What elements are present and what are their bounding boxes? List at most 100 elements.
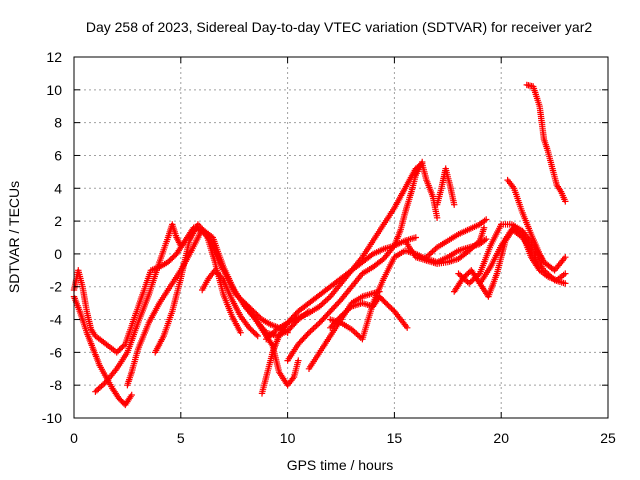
data-point xyxy=(318,301,325,309)
data-point xyxy=(177,242,184,249)
series-trace-15 xyxy=(433,165,458,208)
series-trace-6 xyxy=(199,267,261,340)
y-tick-label: 0 xyxy=(54,246,62,262)
data-point xyxy=(432,245,439,252)
data-point xyxy=(308,326,316,334)
data-point xyxy=(254,332,261,340)
data-point xyxy=(348,326,355,333)
y-tick-label: 6 xyxy=(54,147,62,163)
data-point xyxy=(404,324,411,331)
x-tick-label: 0 xyxy=(70,430,78,446)
data-point xyxy=(540,258,548,266)
data-point xyxy=(95,385,102,393)
data-point xyxy=(562,198,569,205)
series-trace-5 xyxy=(152,221,244,356)
data-series xyxy=(70,81,569,409)
data-point xyxy=(98,382,105,390)
data-point xyxy=(237,329,244,336)
y-tick-label: 12 xyxy=(46,49,62,65)
data-point xyxy=(337,313,345,320)
data-point xyxy=(540,267,548,274)
data-point xyxy=(473,240,480,247)
data-point xyxy=(307,328,314,335)
data-point xyxy=(456,271,464,279)
data-point xyxy=(246,324,253,331)
data-point xyxy=(167,256,174,263)
data-point xyxy=(562,280,569,287)
data-point xyxy=(347,304,354,311)
data-point xyxy=(469,277,476,284)
data-point xyxy=(120,342,127,349)
chart-title: Day 258 of 2023, Sidereal Day-to-day VTE… xyxy=(86,19,592,35)
series-trace-3 xyxy=(92,221,184,395)
data-point xyxy=(342,308,349,316)
data-point xyxy=(379,256,386,264)
y-tick-label: -8 xyxy=(50,377,63,393)
data-point xyxy=(466,280,473,287)
series-trace-10 xyxy=(284,158,426,364)
data-point xyxy=(562,254,569,261)
data-point xyxy=(473,273,480,280)
series-trace-9 xyxy=(263,160,441,343)
data-point xyxy=(466,247,473,254)
data-point xyxy=(251,330,258,337)
data-point xyxy=(356,333,363,340)
y-tick-label: 4 xyxy=(54,180,62,196)
data-point xyxy=(295,357,302,364)
data-point xyxy=(99,381,107,388)
data-point xyxy=(128,391,135,399)
data-point xyxy=(272,327,279,334)
data-point xyxy=(545,271,552,278)
data-point xyxy=(543,269,551,277)
data-point xyxy=(562,270,569,277)
series-trace-20 xyxy=(504,176,548,266)
data-point xyxy=(412,234,419,241)
data-point xyxy=(340,310,348,317)
data-point xyxy=(475,271,482,279)
data-point xyxy=(483,216,490,223)
data-point xyxy=(483,235,490,243)
y-tick-label: -10 xyxy=(42,410,62,426)
data-point xyxy=(546,272,554,280)
data-point xyxy=(319,300,326,307)
data-point xyxy=(549,275,557,282)
series-trace-14 xyxy=(401,224,488,267)
y-axis-label: SDTVAR / TECUs xyxy=(6,181,22,293)
data-point xyxy=(386,304,394,311)
data-point xyxy=(461,276,468,283)
axis-ticks: 0 5 10 15 20 25 -10 -8 -6 -4 -2 0 2 4 6 8 10 12 xyxy=(42,49,616,446)
y-tick-label: 8 xyxy=(54,115,62,131)
data-point xyxy=(353,330,360,337)
data-point xyxy=(426,251,433,258)
data-point xyxy=(467,278,474,286)
data-point xyxy=(455,270,462,277)
plot-frame xyxy=(73,56,609,419)
data-point xyxy=(472,241,479,249)
data-point xyxy=(343,307,351,314)
y-tick-label: -4 xyxy=(50,312,63,328)
data-point xyxy=(354,331,361,339)
x-tick-label: 25 xyxy=(600,430,616,446)
data-point xyxy=(433,214,441,221)
data-point xyxy=(467,246,474,253)
series-trace-2 xyxy=(70,293,135,409)
data-point xyxy=(459,274,467,281)
data-point xyxy=(267,331,274,339)
y-tick-label: 2 xyxy=(54,213,62,229)
data-point xyxy=(462,277,470,284)
series-trace-4 xyxy=(124,226,313,389)
y-tick-label: -6 xyxy=(50,344,63,360)
data-point xyxy=(430,247,438,254)
x-tick-label: 5 xyxy=(177,430,185,446)
data-point xyxy=(475,239,482,246)
data-point xyxy=(92,388,99,395)
data-point xyxy=(368,251,375,259)
x-axis-label: GPS time / hours xyxy=(287,457,394,473)
data-point xyxy=(325,294,332,302)
data-point xyxy=(305,329,313,336)
data-point xyxy=(253,331,260,338)
data-point xyxy=(480,224,488,231)
data-point xyxy=(350,327,357,334)
data-point xyxy=(424,252,432,259)
data-point xyxy=(101,380,108,387)
